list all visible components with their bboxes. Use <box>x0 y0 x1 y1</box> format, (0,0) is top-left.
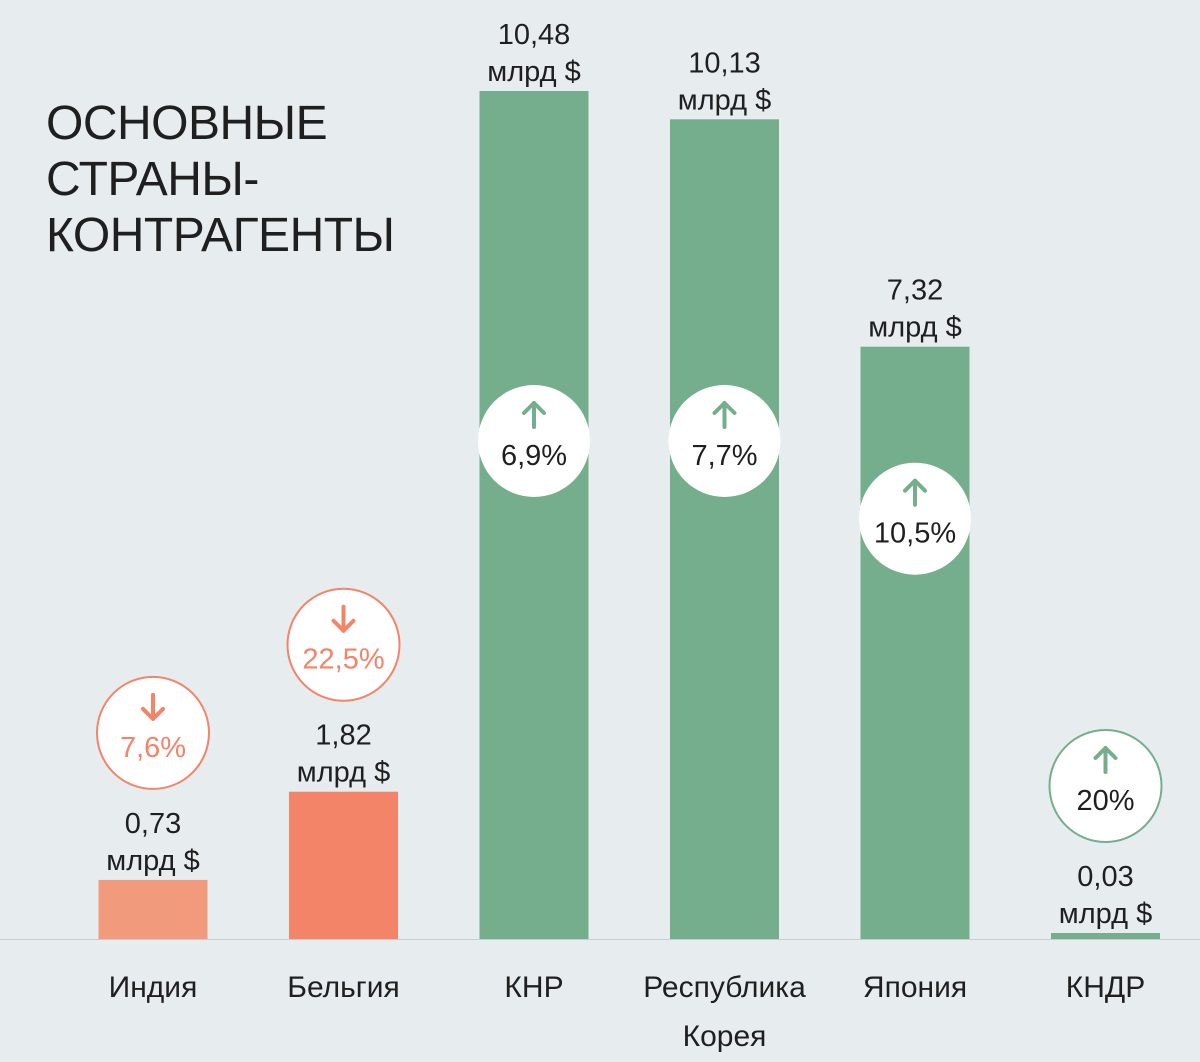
change-badge-1 <box>286 587 401 702</box>
change-label-1: 22,5% <box>302 644 384 676</box>
change-badge-2 <box>478 385 590 497</box>
category-label-1: Бельгия <box>287 971 399 1004</box>
bar-2 <box>479 91 589 939</box>
change-label-4: 10,5% <box>874 518 956 550</box>
bar-3 <box>670 119 779 939</box>
change-label-5: 20% <box>1076 785 1134 817</box>
category-label-4: Япония <box>863 971 967 1004</box>
category-label-2: КНР <box>504 971 563 1004</box>
arrow-up-icon-head-3 <box>712 401 737 415</box>
value-label-3: 10,13 млрд $ <box>678 47 771 116</box>
value-label-0: 0,73 млрд $ <box>106 808 199 877</box>
arrow-down-icon-head-1 <box>331 618 356 633</box>
arrow-down-icon-head-0 <box>141 706 165 721</box>
arrow-up-icon-head-5 <box>1093 746 1118 760</box>
value-label-1: 1,82 млрд $ <box>297 720 390 789</box>
value-label-5: 0,03 млрд $ <box>1059 861 1152 930</box>
change-badge-0 <box>96 675 210 790</box>
arrow-up-icon-head-4 <box>903 478 927 493</box>
chart-title: ОСНОВНЫЕ СТРАНЫ- КОНТРАГЕНТЫ <box>46 97 395 262</box>
change-badge-5 <box>1048 729 1163 843</box>
change-badge-4 <box>859 462 971 575</box>
category-label-0: Индия <box>109 971 198 1004</box>
category-label-5: КНДР <box>1066 971 1145 1004</box>
bar-4 <box>860 346 970 939</box>
change-badge-3 <box>668 385 781 497</box>
change-label-2: 6,9% <box>501 440 567 472</box>
bar-0 <box>98 879 208 939</box>
value-label-4: 7,32 млрд $ <box>868 275 961 344</box>
value-label-2: 10,48 млрд $ <box>487 19 580 88</box>
arrow-up-icon-head-2 <box>522 401 546 415</box>
change-label-0: 7,6% <box>120 732 186 764</box>
bar-5 <box>1051 933 1160 939</box>
bar-1 <box>289 791 398 939</box>
change-label-3: 7,7% <box>691 440 757 472</box>
category-label-3: Республика Корея <box>643 971 806 1053</box>
